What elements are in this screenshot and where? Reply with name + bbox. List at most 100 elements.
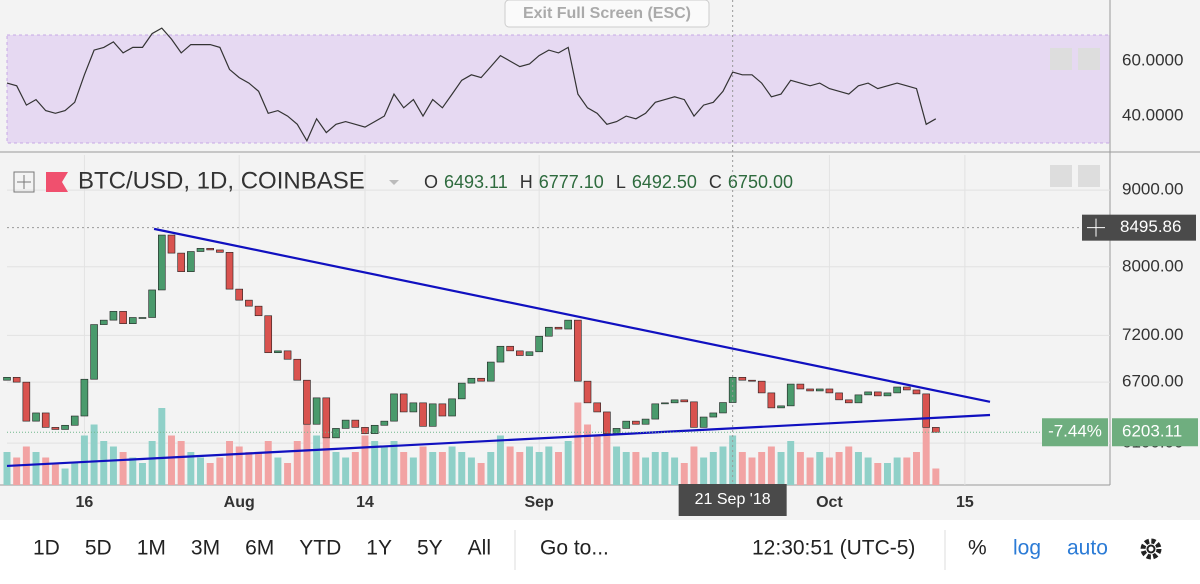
volume-bar xyxy=(167,435,175,485)
volume-bar xyxy=(767,446,775,485)
y-tick-label: 8000.00 xyxy=(1122,256,1183,275)
candle xyxy=(835,392,843,401)
ohlc-value: 6750.00 xyxy=(728,172,793,192)
settings-icon[interactable] xyxy=(1140,538,1162,560)
volume-bar xyxy=(467,457,475,485)
range-button[interactable]: 5D xyxy=(85,537,112,560)
flag-icon[interactable] xyxy=(46,172,68,192)
y-tick-label: 9000.00 xyxy=(1122,180,1183,199)
candle xyxy=(216,249,224,253)
candle xyxy=(670,399,679,404)
volume-bar xyxy=(574,402,582,485)
option-button[interactable]: log xyxy=(1013,537,1041,560)
candle xyxy=(351,419,360,428)
candle xyxy=(187,251,195,272)
volume-bar xyxy=(535,452,543,485)
rsi-down-button[interactable] xyxy=(1050,48,1072,70)
candle xyxy=(51,427,60,430)
range-button[interactable]: 1D xyxy=(33,537,60,560)
candle xyxy=(699,416,708,428)
volume-bar xyxy=(129,457,137,485)
volume-bar xyxy=(477,463,485,485)
volume-bar xyxy=(922,424,930,485)
exit-fullscreen-button[interactable] xyxy=(504,0,710,28)
candle xyxy=(757,380,766,394)
ohlc-key: L xyxy=(616,172,626,192)
range-button[interactable]: All xyxy=(468,537,491,560)
symbol-dropdown[interactable] xyxy=(389,180,399,185)
volume-bar xyxy=(680,463,688,485)
range-button[interactable]: 1Y xyxy=(366,537,392,560)
candle xyxy=(796,383,805,390)
option-button[interactable]: auto xyxy=(1067,537,1108,560)
candle xyxy=(303,379,311,425)
candle xyxy=(70,415,79,426)
volume-bar xyxy=(245,452,253,485)
candle xyxy=(225,252,234,290)
volume-bar xyxy=(709,452,717,485)
expand-icon[interactable] xyxy=(13,171,35,193)
goto-button[interactable]: Go to... xyxy=(540,537,609,560)
candle xyxy=(409,402,418,413)
candle xyxy=(264,315,273,354)
candle xyxy=(80,378,89,417)
candle xyxy=(632,420,640,425)
candle xyxy=(399,393,408,413)
x-tick-label: 14 xyxy=(356,494,374,511)
range-button[interactable]: 6M xyxy=(245,537,274,560)
candle xyxy=(390,393,398,422)
ohlc-value: 6493.11 xyxy=(444,172,508,192)
crosshair-date-box xyxy=(678,484,787,516)
candle xyxy=(854,394,863,404)
volume-bar xyxy=(613,446,621,485)
volume-bar xyxy=(226,441,234,485)
x-tick-label: Sep xyxy=(524,494,554,511)
volume-bar xyxy=(545,446,553,485)
volume-bar xyxy=(738,452,746,485)
candle xyxy=(32,412,40,422)
volume-bar xyxy=(274,457,282,485)
candle xyxy=(235,288,243,301)
candle xyxy=(874,391,882,397)
rsi-swap-button[interactable] xyxy=(1078,48,1100,70)
range-button[interactable]: 5Y xyxy=(417,537,443,560)
candle xyxy=(61,424,69,430)
candle xyxy=(486,361,495,382)
ohlc-key: O xyxy=(424,172,438,192)
candle xyxy=(274,350,282,354)
candle xyxy=(370,424,379,434)
x-tick-label: Aug xyxy=(224,494,255,511)
ohlc-key: H xyxy=(520,172,533,192)
candle xyxy=(574,319,582,382)
volume-bar xyxy=(13,457,21,485)
volume-bar xyxy=(313,435,321,485)
volume-bar xyxy=(177,441,185,485)
range-button[interactable]: 1M xyxy=(137,537,166,560)
candle xyxy=(438,403,447,417)
volume-bar xyxy=(458,452,466,485)
volume-bar xyxy=(293,441,301,485)
volume-bar xyxy=(719,446,727,485)
volume-bar xyxy=(148,441,156,485)
range-button[interactable]: YTD xyxy=(299,537,341,560)
option-button[interactable]: % xyxy=(968,537,987,560)
candle xyxy=(806,388,814,392)
volume-bar xyxy=(555,452,562,485)
range-button[interactable]: 3M xyxy=(191,537,220,560)
last-price: 6203.11 xyxy=(1122,422,1182,441)
price-swap-button[interactable] xyxy=(1078,165,1100,187)
price-up-button[interactable] xyxy=(1050,165,1072,187)
candle xyxy=(883,392,892,397)
volume-bar xyxy=(758,452,766,485)
candle xyxy=(709,412,718,418)
candle xyxy=(535,335,543,353)
volume-bar xyxy=(651,452,659,485)
volume-bar xyxy=(138,463,146,485)
volume-bar xyxy=(409,457,417,485)
volume-bar xyxy=(584,424,592,485)
exit-fullscreen-label[interactable]: Exit Full Screen (ESC) xyxy=(523,5,691,22)
volume-bar xyxy=(932,468,940,485)
volume-bar xyxy=(883,463,891,485)
symbol-title[interactable]: BTC/USD, 1D, COINBASE xyxy=(78,167,365,194)
